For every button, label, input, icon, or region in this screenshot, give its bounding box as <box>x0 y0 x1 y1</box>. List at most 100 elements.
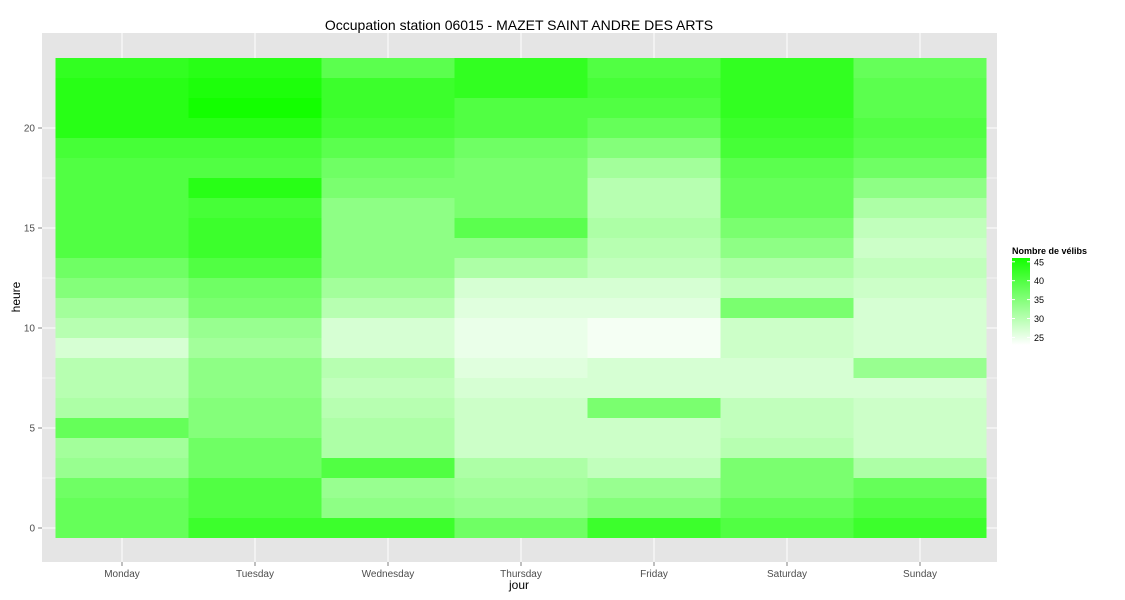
x-tick-label: Friday <box>640 569 668 580</box>
heatmap-cell <box>188 118 322 138</box>
y-tick-label: 15 <box>24 224 36 235</box>
heatmap-cell <box>587 458 721 478</box>
heatmap-cell <box>454 238 588 258</box>
heatmap-cell <box>853 298 987 318</box>
heatmap-cell <box>188 478 322 498</box>
heatmap-cell <box>853 178 987 198</box>
heatmap-cell <box>454 158 588 178</box>
x-axis-label: jour <box>508 578 529 592</box>
heatmap-cell <box>188 238 322 258</box>
heatmap-cell <box>720 118 854 138</box>
heatmap-cell <box>720 138 854 158</box>
heatmap-cell <box>587 58 721 78</box>
legend-tick-label: 25 <box>1034 333 1044 343</box>
heatmap-cell <box>188 518 322 538</box>
heatmap-cell <box>321 478 455 498</box>
heatmap-cell <box>720 318 854 338</box>
heatmap-cell <box>55 198 189 218</box>
heatmap-cell <box>55 258 189 278</box>
heatmap-cell <box>587 418 721 438</box>
heatmap-cell <box>720 418 854 438</box>
heatmap-cell <box>720 378 854 398</box>
heatmap-cell <box>853 498 987 518</box>
heatmap-cell <box>853 398 987 418</box>
heatmap-cell <box>454 278 588 298</box>
heatmap-cell <box>454 118 588 138</box>
heatmap-cell <box>454 78 588 98</box>
heatmap-cell <box>587 98 721 118</box>
heatmap-cell <box>321 398 455 418</box>
heatmap-cell <box>454 378 588 398</box>
heatmap-cell <box>587 178 721 198</box>
heatmap-cell <box>454 218 588 238</box>
heatmap-cell <box>454 358 588 378</box>
heatmap-cell <box>720 358 854 378</box>
heatmap-cell <box>188 418 322 438</box>
heatmap-cell <box>321 498 455 518</box>
heatmap-cell <box>188 158 322 178</box>
x-tick-label: Thursday <box>500 569 542 580</box>
heatmap-cell <box>853 278 987 298</box>
heatmap-cell <box>587 258 721 278</box>
x-tick-label: Tuesday <box>236 569 274 580</box>
heatmap-cell <box>853 258 987 278</box>
heatmap-cell <box>720 278 854 298</box>
heatmap-cell <box>720 198 854 218</box>
heatmap-cell <box>321 438 455 458</box>
heatmap-cell <box>720 258 854 278</box>
heatmap-cell <box>587 158 721 178</box>
heatmap-cell <box>55 418 189 438</box>
heatmap-cell <box>720 398 854 418</box>
heatmap-cell <box>587 498 721 518</box>
legend-tick-label: 35 <box>1034 295 1044 305</box>
heatmap-cell <box>853 478 987 498</box>
heatmap-cell <box>587 78 721 98</box>
heatmap-cell <box>853 418 987 438</box>
heatmap-cell <box>853 98 987 118</box>
heatmap-cell <box>853 158 987 178</box>
heatmap-cell <box>720 158 854 178</box>
heatmap-cell <box>720 518 854 538</box>
legend-tick-label: 45 <box>1034 257 1044 267</box>
heatmap-cell <box>55 438 189 458</box>
heatmap-cell <box>454 478 588 498</box>
heatmap-cell <box>853 238 987 258</box>
heatmap-cell <box>321 98 455 118</box>
x-tick-label: Wednesday <box>362 569 415 580</box>
y-axis-label: heure <box>9 281 23 312</box>
heatmap-cell <box>188 378 322 398</box>
heatmap-cell <box>321 238 455 258</box>
heatmap-cell <box>720 298 854 318</box>
heatmap-cell <box>321 278 455 298</box>
legend-colorbar <box>1012 258 1030 345</box>
heatmap-cell <box>587 518 721 538</box>
heatmap-cell <box>454 418 588 438</box>
heatmap-cell <box>55 378 189 398</box>
heatmap-cell <box>454 58 588 78</box>
heatmap-cell <box>587 358 721 378</box>
heatmap-cell <box>321 458 455 478</box>
heatmap-cell <box>587 278 721 298</box>
heatmap-cell <box>188 498 322 518</box>
heatmap-cell <box>587 398 721 418</box>
heatmap-cell <box>720 438 854 458</box>
heatmap-cell <box>321 58 455 78</box>
heatmap-cell <box>853 198 987 218</box>
heatmap-cell <box>720 238 854 258</box>
heatmap-cell <box>321 258 455 278</box>
heatmap-cell <box>454 198 588 218</box>
heatmap-cell <box>55 518 189 538</box>
heatmap-cell <box>720 78 854 98</box>
heatmap-cell <box>321 118 455 138</box>
heatmap-cell <box>853 358 987 378</box>
heatmap-cell <box>188 258 322 278</box>
heatmap-cell <box>55 298 189 318</box>
heatmap-cell <box>587 338 721 358</box>
heatmap-cell <box>454 518 588 538</box>
heatmap-cell <box>188 458 322 478</box>
heatmap-cells <box>55 58 987 538</box>
heatmap-cell <box>454 438 588 458</box>
legend: Nombre de vélibs 45 40 35 30 25 <box>1012 246 1087 345</box>
heatmap-cell <box>454 458 588 478</box>
